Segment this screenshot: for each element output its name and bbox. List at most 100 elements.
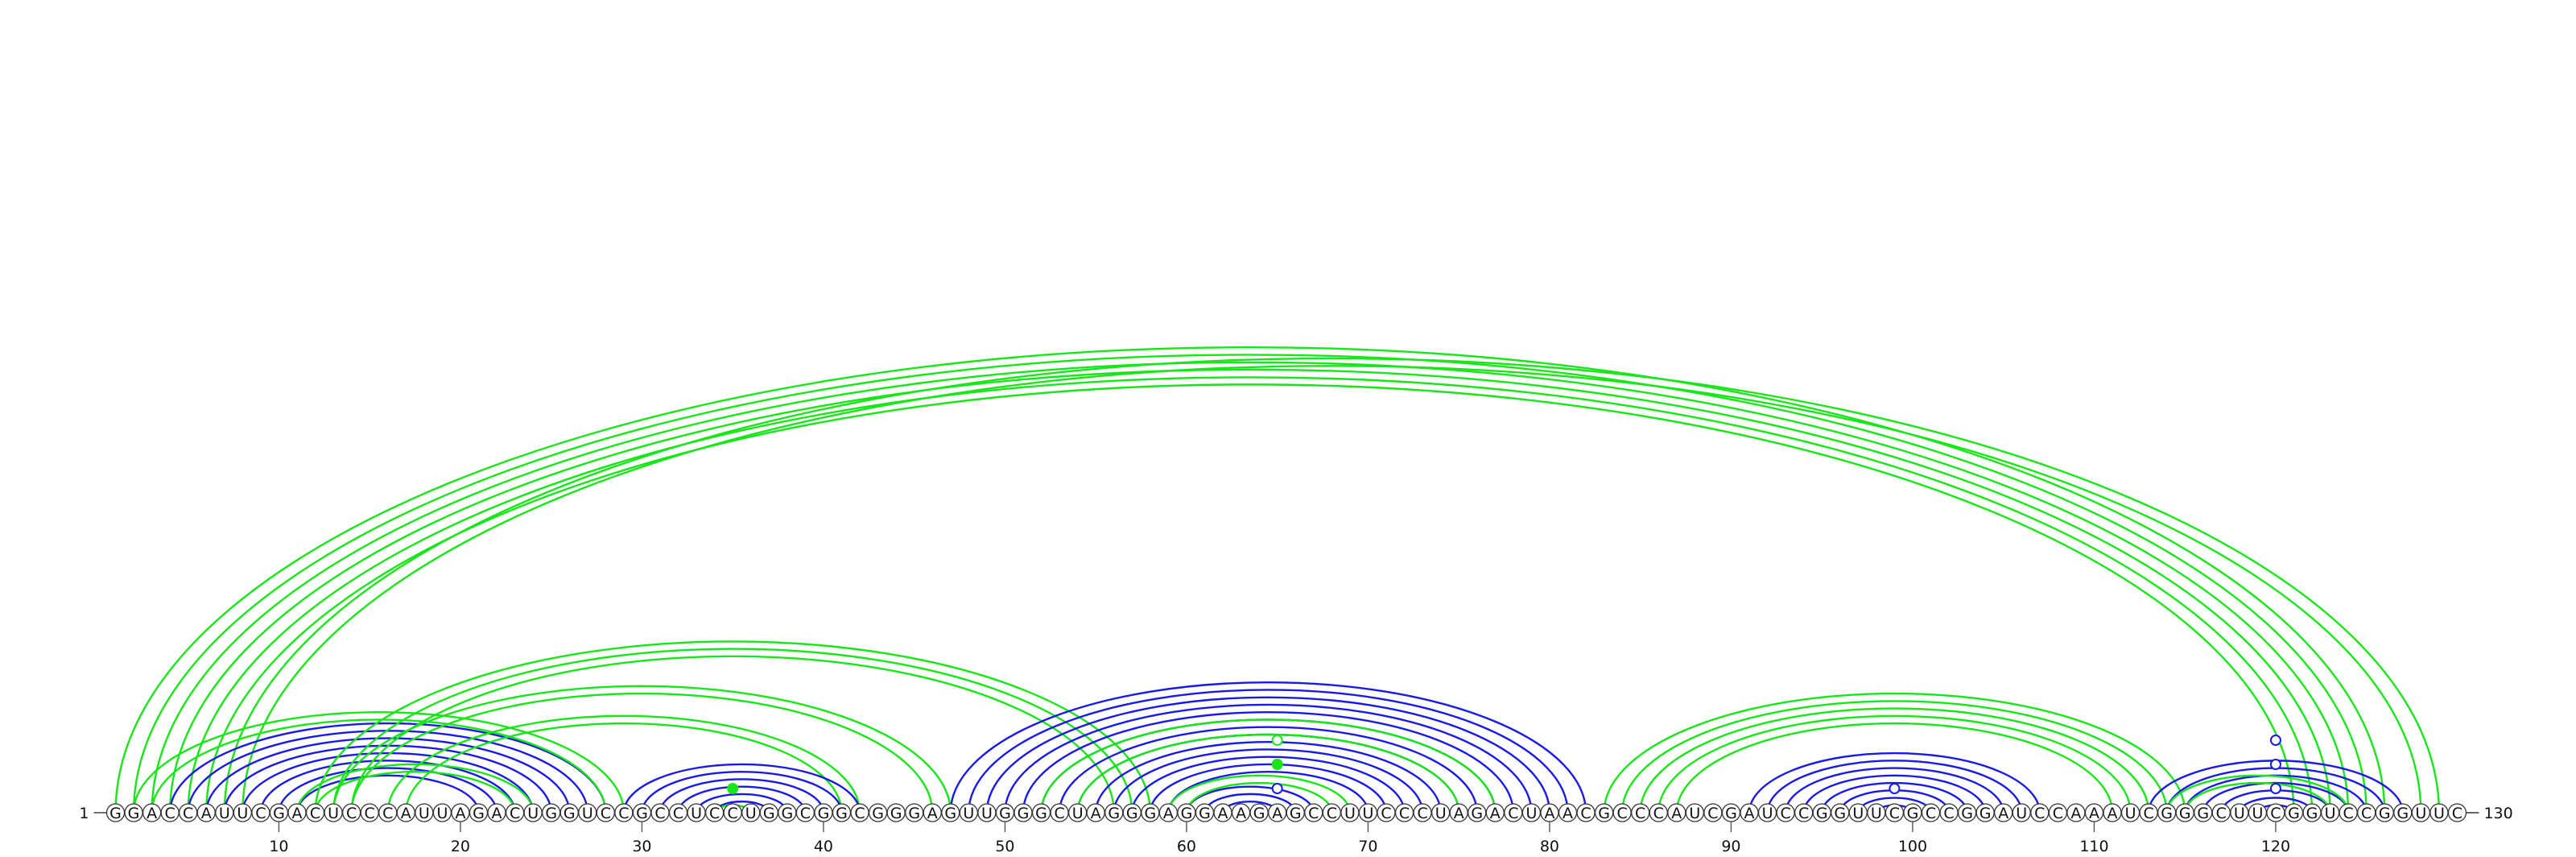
- arc-green-84-114: [1622, 701, 2166, 813]
- arc-green-16-42: [388, 716, 860, 813]
- nucleotide-letter-36: U: [745, 805, 757, 822]
- nucleotide-letter-77: A: [1490, 805, 1501, 822]
- tick-label-30: 30: [632, 838, 651, 855]
- nucleotide-letter-6: A: [201, 805, 212, 822]
- nucleotide-letter-123: U: [2325, 805, 2336, 822]
- arc-green-13-47: [333, 686, 951, 813]
- nucleotide-letter-84: C: [1617, 805, 1628, 822]
- nucleotide-letter-61: G: [1199, 805, 1211, 822]
- nucleotide-letter-104: G: [1979, 805, 1992, 822]
- nucleotide-letter-112: U: [2125, 805, 2136, 822]
- start-position-label: 1: [79, 805, 89, 822]
- nucleotide-letter-33: U: [691, 805, 702, 822]
- tick-label-90: 90: [1721, 838, 1740, 855]
- nucleotide-letter-103: G: [1961, 805, 1973, 822]
- nucleotide-letter-48: U: [963, 805, 974, 822]
- nucleotide-letter-128: U: [2415, 805, 2426, 822]
- nucleotide-letter-107: C: [2034, 805, 2045, 822]
- nucleotide-letter-91: A: [1744, 805, 1755, 822]
- nucleotide-letter-59: A: [1163, 805, 1174, 822]
- arc-blue-48-81: [968, 689, 1567, 813]
- nucleotide-letter-74: U: [1435, 805, 1447, 822]
- nucleotide-letter-119: U: [2252, 805, 2263, 822]
- nucleotide-letter-76: G: [1471, 805, 1483, 822]
- nucleotide-letter-96: G: [1834, 805, 1846, 822]
- nucleotide-letter-44: G: [890, 805, 902, 822]
- nucleotide-letter-121: G: [2288, 805, 2300, 822]
- tick-label-50: 50: [995, 838, 1014, 855]
- nucleotide-letter-97: U: [1852, 805, 1864, 822]
- nucleotide-letter-90: G: [1725, 805, 1737, 822]
- nucleotide-letter-40: G: [818, 805, 830, 822]
- marker-dot-120-2: [2271, 760, 2281, 769]
- nucleotide-letter-95: G: [1816, 805, 1828, 822]
- nucleotide-letter-10: G: [273, 805, 285, 822]
- marker-dot-65-2: [1273, 760, 1282, 769]
- nucleotide-letter-37: G: [763, 805, 775, 822]
- nucleotide-letter-116: G: [2197, 805, 2209, 822]
- nucleotide-letter-63: A: [1236, 805, 1246, 822]
- nucleotide-letter-12: C: [310, 805, 320, 822]
- nucleotide-letter-11: A: [292, 805, 303, 822]
- tick-label-80: 80: [1540, 838, 1559, 855]
- arc-blue-53-76: [1059, 727, 1477, 813]
- tick-label-20: 20: [451, 838, 470, 855]
- arc-green-8-128: [242, 366, 2421, 813]
- nucleotide-letter-1: G: [109, 805, 122, 822]
- nucleotide-letter-98: U: [1871, 805, 1882, 822]
- nucleotide-letter-28: C: [601, 805, 611, 822]
- nucleotide-letter-55: A: [1091, 805, 1101, 822]
- nucleotide-letter-117: C: [2216, 805, 2227, 822]
- nucleotide-letter-126: G: [2379, 805, 2391, 822]
- nucleotide-letter-115: G: [2179, 805, 2191, 822]
- marker-dot-99-1: [1889, 784, 1899, 793]
- nucleotide-letter-129: U: [2434, 805, 2445, 822]
- nucleotide-letter-21: G: [473, 805, 485, 822]
- position-ticks: 10 20 30 40 50 60 70 80 90 100 110 120: [269, 822, 2290, 855]
- nucleotide-letter-5: C: [183, 805, 193, 822]
- nucleotide-letter-4: C: [165, 805, 175, 822]
- nucleotide-letter-102: C: [1943, 805, 1954, 822]
- nucleotide-letter-82: C: [1580, 805, 1591, 822]
- nucleotide-letter-60: G: [1181, 805, 1193, 822]
- nucleotide-letter-18: U: [419, 805, 430, 822]
- nucleotide-letter-20: A: [455, 805, 465, 822]
- nucleotide-letter-27: U: [582, 805, 593, 822]
- nucleotide-letter-81: A: [1563, 805, 1573, 822]
- nucleotide-letter-8: U: [237, 805, 248, 822]
- nucleotide-letter-41: G: [836, 805, 848, 822]
- nucleotide-letter-56: G: [1108, 805, 1120, 822]
- nucleotide-letter-85: C: [1635, 805, 1645, 822]
- nucleotide-letter-26: G: [564, 805, 576, 822]
- nucleotide-letter-13: U: [328, 805, 339, 822]
- nucleotide-letter-64: G: [1253, 805, 1265, 822]
- nucleotide-letter-70: U: [1362, 805, 1373, 822]
- nucleotide-letter-65: A: [1272, 805, 1282, 822]
- tick-label-120: 120: [2261, 838, 2290, 855]
- nucleotide-letter-114: G: [2161, 805, 2173, 822]
- marker-dot-35-1: [728, 784, 737, 793]
- nucleotide-letter-108: C: [2053, 805, 2063, 822]
- nucleotide-letter-66: G: [1290, 805, 1302, 822]
- nucleotide-letter-50: G: [999, 805, 1011, 822]
- arc-green-4-123: [170, 370, 2330, 813]
- end-position-label: 130: [2483, 805, 2512, 822]
- tick-label-40: 40: [814, 838, 833, 855]
- nucleotide-letter-109: A: [2070, 805, 2081, 822]
- nucleotide-letter-32: C: [673, 805, 683, 822]
- nucleotide-letter-105: A: [1998, 805, 2008, 822]
- nucleotide-letter-34: C: [709, 805, 720, 822]
- nucleotide-letter-57: G: [1126, 805, 1138, 822]
- nucleotide-letter-45: G: [908, 805, 920, 822]
- nucleotide-letter-120: C: [2270, 805, 2281, 822]
- nucleotide-letter-122: G: [2306, 805, 2318, 822]
- arc-blue-56-73: [1114, 749, 1422, 813]
- nucleotide-letter-127: G: [2396, 805, 2409, 822]
- nucleotide-letter-38: G: [781, 805, 793, 822]
- nucleotide-letter-93: C: [1780, 805, 1790, 822]
- nucleotide-letter-106: U: [2016, 805, 2027, 822]
- nucleotide-letter-43: G: [872, 805, 884, 822]
- nucleotide-letter-31: C: [654, 805, 665, 822]
- nucleotide-letter-15: C: [365, 805, 375, 822]
- arc-green-52-77: [1042, 719, 1496, 813]
